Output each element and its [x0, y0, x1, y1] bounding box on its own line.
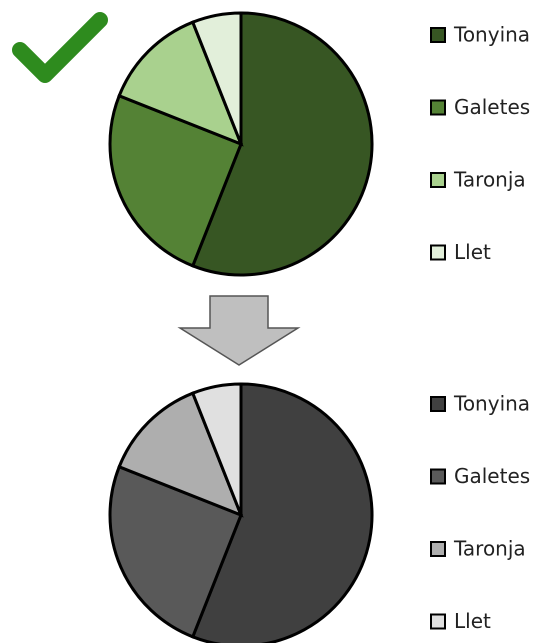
- legend-swatch: [430, 244, 446, 261]
- pie-slice: [190, 11, 243, 145]
- pie-slice: [108, 464, 243, 639]
- legend-label: Galetes: [454, 95, 530, 119]
- legend-label: Llet: [454, 609, 491, 633]
- pie-slice: [190, 11, 374, 277]
- pie-slice: [190, 382, 374, 643]
- legend-swatch: [430, 172, 446, 188]
- pie-slice: [190, 382, 243, 516]
- legend-swatch: [430, 541, 446, 557]
- legend-swatch: [430, 396, 446, 412]
- arrow: [177, 295, 301, 366]
- pie-slice: [108, 93, 243, 268]
- legend-label: Taronja: [453, 168, 526, 192]
- pie-slice: [117, 20, 244, 147]
- pie-slice: [117, 391, 244, 518]
- legend-swatch: [430, 99, 446, 116]
- legend-swatch: [430, 27, 446, 43]
- legend-swatch: [430, 613, 446, 630]
- legend-label: Llet: [454, 240, 491, 264]
- check-mark: [12, 12, 108, 83]
- legend-label: Taronja: [453, 537, 526, 561]
- legend-label: Galetes: [454, 464, 530, 488]
- legend-label: Tonyina: [453, 23, 530, 47]
- legend-swatch: [430, 468, 446, 485]
- legend-label: Tonyina: [453, 392, 530, 416]
